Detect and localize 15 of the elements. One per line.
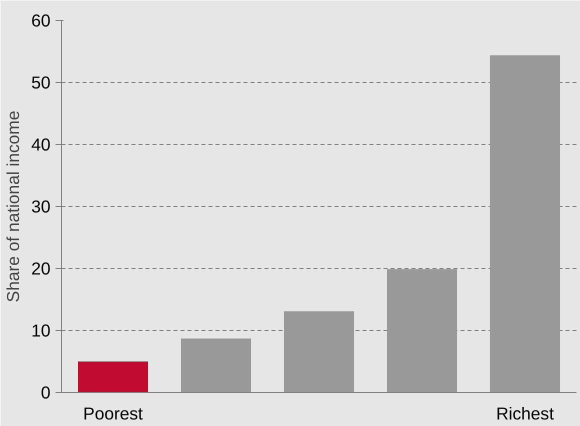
bar	[180, 338, 252, 392]
y-tick-label: 0	[40, 382, 51, 402]
y-tick-label: 60	[31, 10, 51, 30]
bar	[386, 269, 458, 392]
y-axis-title: Share of national income	[3, 110, 24, 302]
bar	[78, 362, 148, 392]
y-tick-label: 50	[31, 72, 51, 92]
x-tick-label: Richest	[496, 404, 554, 424]
bar	[284, 311, 354, 392]
bar	[490, 55, 560, 392]
y-tick-label: 20	[31, 258, 51, 278]
y-tick-label: 10	[31, 320, 51, 340]
y-tick-label: 40	[31, 134, 51, 154]
y-tick-label: 30	[31, 196, 51, 216]
x-tick-label: Poorest	[83, 404, 144, 424]
